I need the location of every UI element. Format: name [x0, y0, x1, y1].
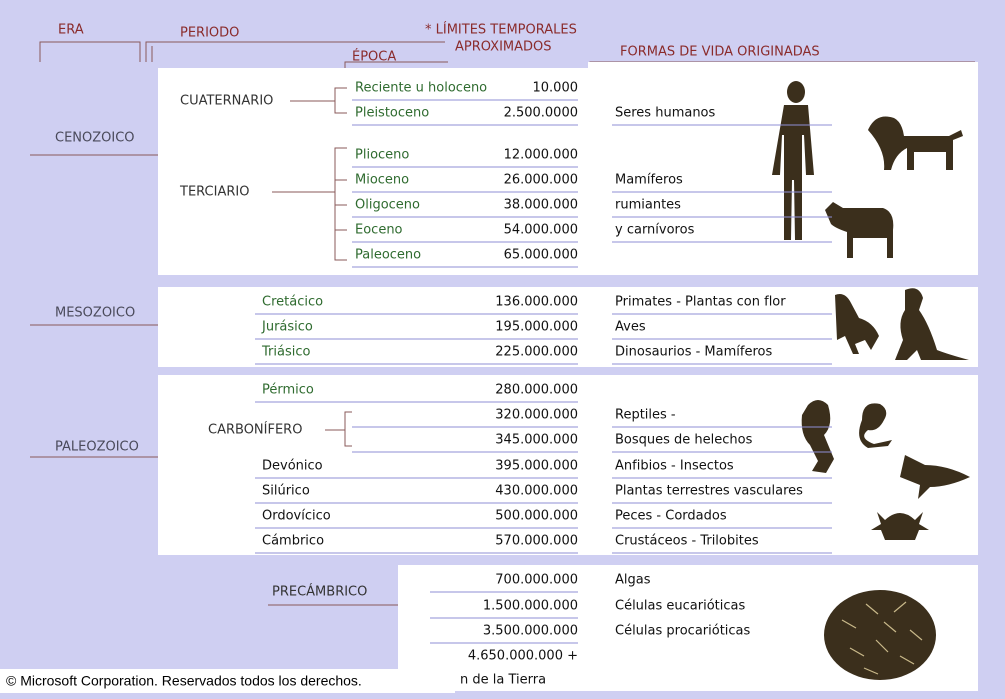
time-limit: 225.000.000	[495, 345, 578, 360]
header-era: ERA	[58, 23, 84, 38]
time-limit: 570.000.000	[495, 534, 578, 549]
epoch-name: Reciente u holoceno	[355, 81, 487, 96]
era-name: MESOZOICO	[55, 306, 135, 321]
epoch-name: Paleoceno	[355, 248, 421, 263]
life-form: Aves	[615, 320, 646, 335]
epoch-name: Plioceno	[355, 148, 409, 163]
life-form: rumiantes	[615, 198, 681, 213]
time-limit: 65.000.000	[504, 248, 578, 263]
life-form: Mamíferos	[615, 173, 683, 188]
time-limit: 3.500.000.000	[483, 624, 578, 639]
header-life: FORMAS DE VIDA ORIGINADAS	[620, 45, 820, 60]
header-limits-2: APROXIMADOS	[455, 40, 552, 55]
time-limit: 136.000.000	[495, 295, 578, 310]
epoch-name: Devónico	[262, 459, 323, 474]
epoch-name: Ordovícico	[262, 509, 331, 524]
time-limit: 54.000.000	[504, 223, 578, 238]
time-limit: 2.500.0000	[504, 106, 578, 121]
life-form: Células eucarióticas	[615, 599, 745, 614]
time-limit: 430.000.000	[495, 484, 578, 499]
epoch-name: Cretácico	[262, 295, 323, 310]
time-limit: 195.000.000	[495, 320, 578, 335]
rows: CENOZOICO CUATERNARIO TERCIARIO Reciente u …	[55, 81, 832, 688]
copyright-bg	[0, 669, 455, 693]
era-name: CENOZOICO	[55, 131, 135, 146]
life-form: Dinosaurios - Mamíferos	[615, 345, 772, 360]
time-limit: 38.000.000	[504, 198, 578, 213]
epoch-name: Silúrico	[262, 484, 310, 499]
life-form: y carnívoros	[615, 223, 695, 238]
time-limit: 500.000.000	[495, 509, 578, 524]
header-limits: * LÍMITES TEMPORALES	[425, 22, 577, 38]
period-brackets	[30, 87, 398, 606]
epoch-name: Jurásico	[261, 320, 313, 335]
epoch-name: Eoceno	[355, 223, 403, 238]
time-limit: 395.000.000	[495, 459, 578, 474]
time-limit: n de la Tierra	[460, 673, 546, 688]
life-form: Primates - Plantas con flor	[615, 295, 786, 310]
time-limit: 26.000.000	[504, 173, 578, 188]
life-form: Plantas terrestres vasculares	[615, 484, 803, 499]
time-limit: 345.000.000	[495, 433, 578, 448]
life-form: Anfibios - Insectos	[615, 459, 734, 474]
header-period: PERIODO	[180, 26, 239, 41]
period-name: CARBONÍFERO	[208, 422, 302, 438]
copyright: © Microsoft Corporation. Reservados todo…	[6, 673, 362, 689]
epoch-name: Cámbrico	[262, 534, 324, 549]
life-form: Células procarióticas	[615, 624, 751, 639]
time-limit: 1.500.000.000	[483, 599, 578, 614]
cell-texture	[841, 601, 923, 675]
life-form: Crustáceos - Trilobites	[615, 534, 759, 549]
period-name: CUATERNARIO	[180, 94, 273, 109]
epoch-name: Oligoceno	[355, 198, 420, 213]
epoch-name: Pérmico	[262, 383, 314, 398]
epoch-name: Triásico	[261, 345, 310, 360]
life-form: Bosques de helechos	[615, 433, 753, 448]
time-limit: 700.000.000	[495, 573, 578, 588]
life-form: Seres humanos	[615, 106, 716, 121]
header-epoch: ÉPOCA	[352, 49, 396, 65]
time-limit: 12.000.000	[504, 148, 578, 163]
period-name: PRECÁMBRICO	[272, 584, 367, 600]
epoch-name: Mioceno	[355, 173, 409, 188]
time-limit: 10.000	[533, 81, 579, 96]
silhouettes	[772, 81, 970, 680]
life-form: Peces - Cordados	[615, 509, 727, 524]
life-form: Algas	[615, 573, 651, 588]
epoch-name: Pleistoceno	[355, 106, 429, 121]
time-limit: 320.000.000	[495, 408, 578, 423]
panels	[158, 62, 978, 691]
life-form: Reptiles -	[615, 408, 676, 423]
period-name: TERCIARIO	[179, 185, 249, 200]
time-limit: 4.650.000.000 +	[468, 649, 578, 664]
era-name: PALEOZOICO	[55, 440, 139, 455]
time-limit: 280.000.000	[495, 383, 578, 398]
